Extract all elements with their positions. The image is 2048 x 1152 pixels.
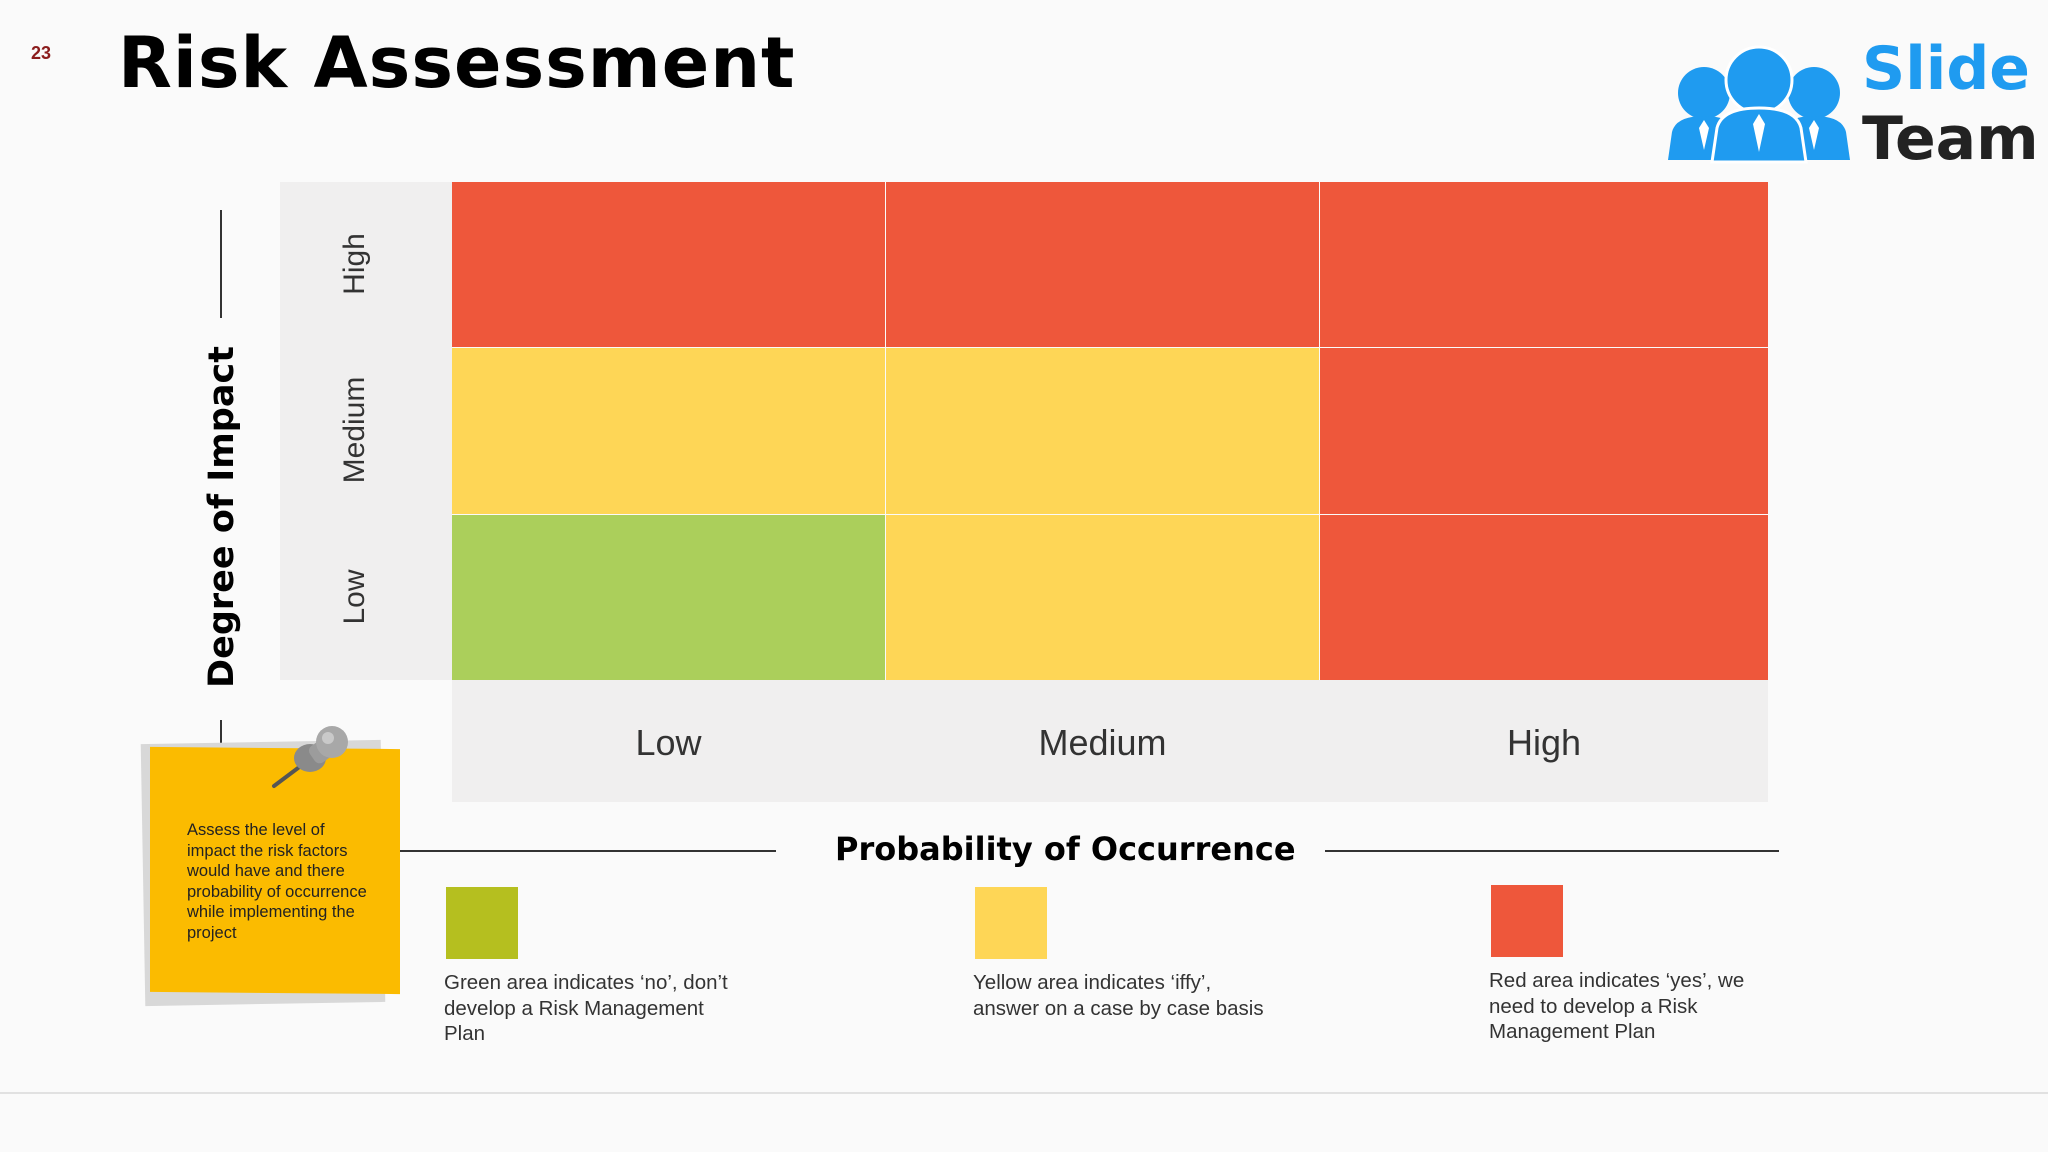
cell-impact-high-prob-medium [886, 182, 1319, 347]
legend-text-red: Red area indicates ‘yes’, we need to dev… [1489, 969, 1745, 1043]
col-label-high: High [1506, 722, 1582, 763]
legend-text-yellow: Yellow area indicates ‘iffy’, answer on … [973, 971, 1264, 1020]
row-labels-column [280, 182, 452, 680]
x-axis-line-right [1325, 850, 1779, 852]
slide-number: 23 [31, 43, 52, 63]
x-axis-line-left [370, 850, 776, 852]
logo-text-slide: Slide [1862, 34, 2030, 104]
y-axis-line-bottom [220, 720, 222, 750]
sticky-note-text: Assess the level of impact the risk fact… [187, 821, 367, 942]
legend-text-green: Green area indicates ‘no’, don’t develop… [444, 971, 728, 1045]
logo-text-team: Team [1862, 104, 2039, 174]
x-axis-title: Probability of Occurrence [835, 830, 1296, 868]
legend-swatch-yellow [975, 887, 1047, 959]
footer-divider [0, 1092, 2048, 1094]
cell-impact-low-prob-medium [886, 515, 1319, 680]
cell-impact-high-prob-low [452, 182, 885, 347]
people-icon [1668, 45, 1850, 164]
slideteam-logo: Slide Team [1664, 28, 2039, 174]
cell-impact-high-prob-high [1320, 182, 1768, 347]
col-label-medium: Medium [1038, 722, 1167, 763]
cell-impact-medium-prob-low [452, 348, 885, 514]
y-axis-line-top [220, 210, 222, 318]
legend-swatch-green [446, 887, 518, 959]
pushpin-icon [272, 726, 348, 788]
cell-impact-medium-prob-high [1320, 348, 1768, 514]
cell-impact-low-prob-high [1320, 515, 1768, 680]
legend-swatch-red [1491, 885, 1563, 957]
cell-impact-medium-prob-medium [886, 348, 1319, 514]
cell-impact-low-prob-low [452, 515, 885, 680]
col-label-low: Low [635, 722, 702, 763]
page-title: Risk Assessment [118, 22, 796, 104]
column-labels-row [452, 680, 1768, 802]
